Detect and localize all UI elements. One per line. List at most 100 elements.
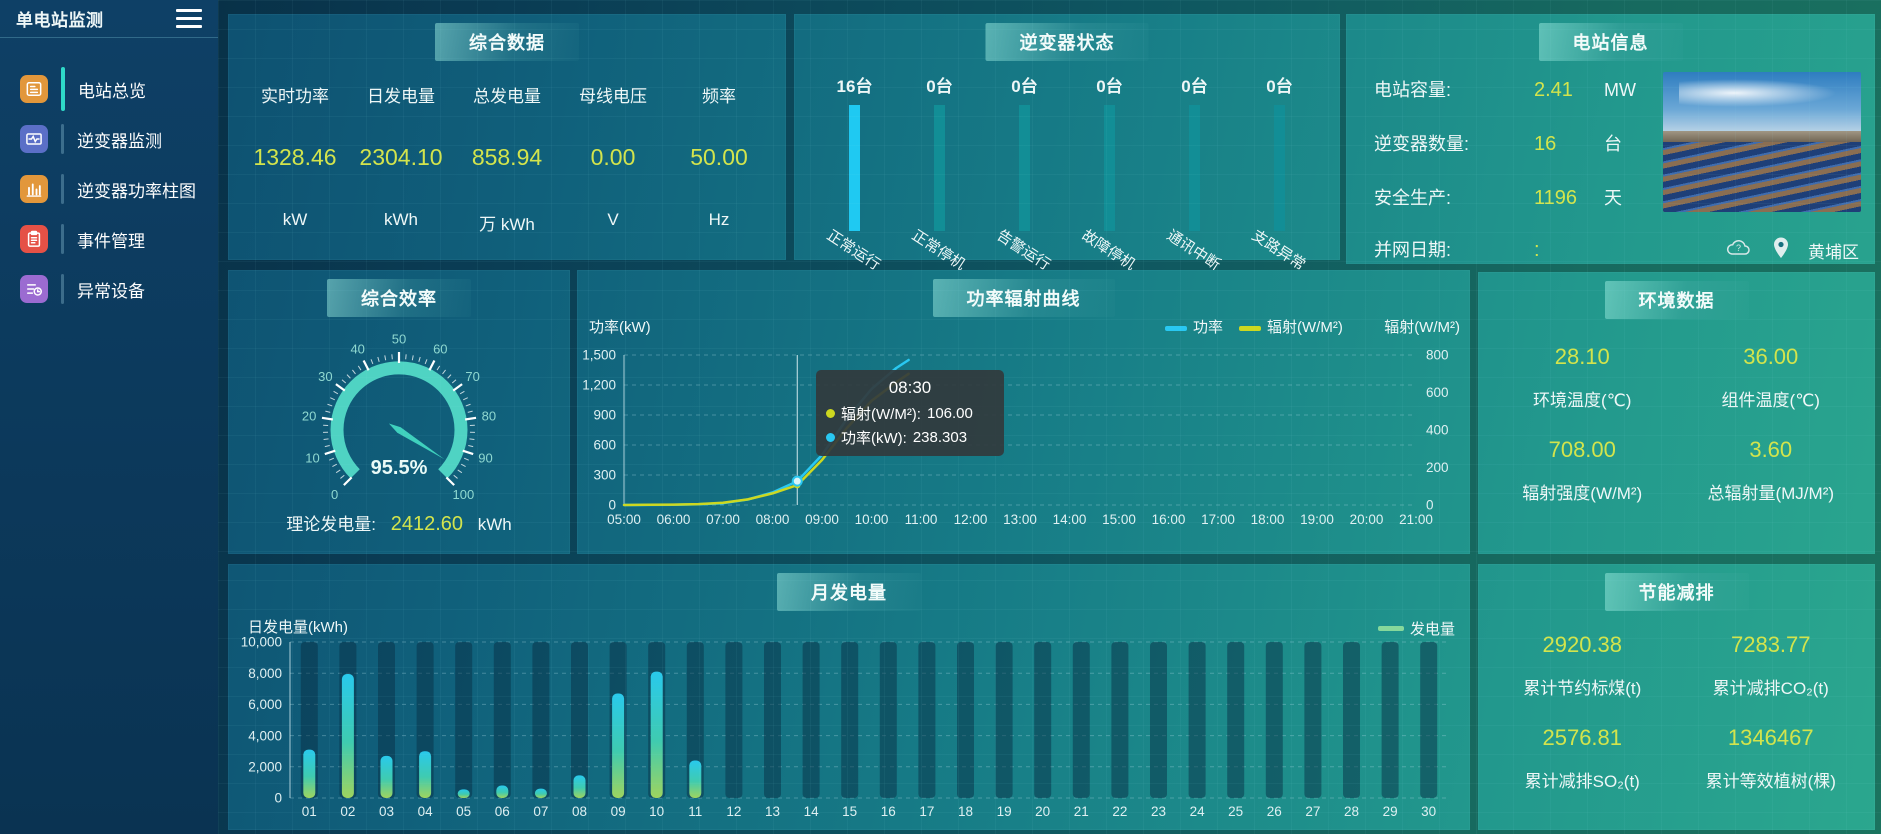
svg-text:10: 10 <box>649 804 664 819</box>
metric-value: 7283.77 <box>1730 632 1811 657</box>
metric-cell: 28.10 环境温度(℃) <box>1488 344 1677 411</box>
inverter-count: 0台 <box>926 77 953 96</box>
summary-metric: 实时功率 1328.46 kW <box>242 70 348 250</box>
sidebar-item-4[interactable]: 事件管理 <box>0 214 218 264</box>
inverter-status-bar <box>849 105 860 231</box>
svg-text:06:00: 06:00 <box>657 512 691 527</box>
metric-unit: Hz <box>708 210 730 229</box>
abnormal-devices-icon <box>20 275 48 303</box>
metric-unit: kWh <box>384 210 418 229</box>
svg-text:2,000: 2,000 <box>248 760 282 775</box>
svg-text:60: 60 <box>433 341 447 356</box>
weather-cloud-icon[interactable]: ? <box>1724 238 1754 263</box>
svg-text:95.5%: 95.5% <box>371 457 428 479</box>
metric-label: 累计减排CO₂(t) <box>1712 679 1829 698</box>
svg-text:0: 0 <box>274 791 282 806</box>
svg-text:20: 20 <box>1035 804 1050 819</box>
metric-value: 1346467 <box>1727 725 1814 750</box>
svg-text:09: 09 <box>611 804 626 819</box>
station-location[interactable]: 黄埔区 <box>1808 243 1859 262</box>
inverter-status-label: 通讯中断 <box>1164 226 1224 274</box>
sidebar-item-3[interactable]: 逆变器功率柱图 <box>0 164 218 214</box>
svg-text:01: 01 <box>302 804 317 819</box>
svg-text:10:00: 10:00 <box>855 512 889 527</box>
sidebar-item-2[interactable]: 逆变器监测 <box>0 114 218 164</box>
inverter-count: 0台 <box>1266 77 1293 96</box>
power-radiation-chart[interactable]: 0 300 600 900 1,200 1,500 0 200 400 600 800 05:00 06… <box>577 270 1470 554</box>
sidebar-item-5[interactable]: 异常设备 <box>0 264 218 314</box>
chart-tooltip: 08:30 辐射(W/M²): 106.00 功率(kW): 238.303 <box>816 370 1004 456</box>
panel-efficiency: 综合效率 0 10 20 30 40 50 60 70 80 90 100 95.5% 理论发电量: … <box>228 270 570 554</box>
metric-label: 日发电量 <box>367 87 435 106</box>
app-title: 单电站监测 <box>16 11 104 30</box>
svg-text:24: 24 <box>1190 804 1206 819</box>
svg-text:40: 40 <box>350 341 364 356</box>
svg-text:90: 90 <box>478 451 492 466</box>
metric-unit: 万 kWh <box>479 215 535 234</box>
sidebar-item-1[interactable]: 电站总览 <box>0 64 218 114</box>
svg-text:600: 600 <box>1426 385 1449 400</box>
metric-label: 频率 <box>702 87 736 106</box>
metric-label: 辐射强度(W/M²) <box>1522 484 1643 503</box>
svg-text:04: 04 <box>418 804 434 819</box>
summary-metric: 日发电量 2304.10 kWh <box>348 70 454 250</box>
metric-label: 总辐射量(MJ/M²) <box>1707 484 1835 503</box>
summary-metrics: 实时功率 1328.46 kW 日发电量 2304.10 kWh 总发电量 858.94 万 k… <box>242 70 772 250</box>
item-divider <box>61 124 64 154</box>
svg-text:03: 03 <box>379 804 394 819</box>
inverter-status-label: 正常运行 <box>824 226 884 274</box>
station-info-label: 电站容量: <box>1374 80 1452 100</box>
station-info-value: 1196 <box>1534 187 1578 209</box>
metric-label: 累计减排SO₂(t) <box>1524 772 1640 791</box>
monthly-legend[interactable]: 发电量 <box>1378 618 1455 639</box>
inverter-status-column: 0台 告警运行 <box>982 72 1067 274</box>
svg-text:26: 26 <box>1267 804 1282 819</box>
metric-cell: 7283.77 累计减排CO₂(t) <box>1677 632 1866 699</box>
left-axis-title: 功率(kW) <box>589 319 651 336</box>
svg-text:17:00: 17:00 <box>1201 512 1235 527</box>
svg-text:21: 21 <box>1074 804 1089 819</box>
inverter-status-bar <box>1189 105 1200 231</box>
svg-text:4,000: 4,000 <box>248 728 282 743</box>
metric-value: 50.00 <box>690 144 748 170</box>
station-info-row: 安全生产: 1196 天 <box>1374 184 1622 210</box>
svg-text:1,500: 1,500 <box>582 348 616 363</box>
power-dot-icon <box>826 433 835 442</box>
metric-label: 实时功率 <box>261 87 329 106</box>
svg-text:14: 14 <box>804 804 820 819</box>
monthly-generation-chart[interactable]: 0 2,000 4,000 6,000 8,000 10,000 01 02 03 04 05 06 0… <box>228 564 1470 830</box>
svg-text:100: 100 <box>452 487 474 502</box>
svg-text:0: 0 <box>608 498 616 513</box>
metric-label: 环境温度(℃) <box>1533 391 1632 410</box>
svg-text:12: 12 <box>726 804 741 819</box>
panel-station-info-title: 电站信息 <box>1538 23 1683 61</box>
sidebar-item-label: 事件管理 <box>77 231 145 251</box>
svg-text:29: 29 <box>1383 804 1398 819</box>
svg-text:6,000: 6,000 <box>248 697 282 712</box>
item-divider <box>61 224 64 254</box>
metric-label: 组件温度(℃) <box>1721 391 1820 410</box>
metric-cell: 3.60 总辐射量(MJ/M²) <box>1677 437 1866 504</box>
inverter-status-bar <box>1104 105 1115 231</box>
svg-text:18: 18 <box>958 804 973 819</box>
metric-value: 0.00 <box>590 144 636 170</box>
efficiency-gauge[interactable]: 0 10 20 30 40 50 60 70 80 90 100 95.5% <box>238 306 560 502</box>
svg-text:11:00: 11:00 <box>905 512 938 527</box>
metric-value: 2576.81 <box>1542 725 1623 750</box>
svg-text:02: 02 <box>340 804 355 819</box>
svg-text:300: 300 <box>593 468 616 483</box>
svg-text:07:00: 07:00 <box>706 512 740 527</box>
svg-text:08:00: 08:00 <box>756 512 790 527</box>
panel-power-radiation: 功率辐射曲线 功率(kW) 功率 辐射(W/M²) 辐射(W/M²) 0 300 6… <box>577 270 1470 554</box>
metric-label: 总发电量 <box>473 87 541 106</box>
svg-text:28: 28 <box>1344 804 1359 819</box>
hamburger-menu-icon[interactable] <box>176 9 202 28</box>
inverter-status-chart[interactable]: 16台 正常运行 0台 正常停机 0台 告警运行 0台 故障停机 0台 通讯中断 0台 支路异常 <box>812 72 1322 274</box>
location-pin-icon <box>1772 236 1790 265</box>
panel-energy-saving: 节能减排 2920.38 累计节约标煤(t) 7283.77 累计减排CO₂(t) 25… <box>1478 564 1875 830</box>
metric-cell: 2576.81 累计减排SO₂(t) <box>1488 725 1677 792</box>
panel-summary-title: 综合数据 <box>435 23 579 61</box>
panel-inverter-status: 逆变器状态 16台 正常运行 0台 正常停机 0台 告警运行 0台 故障停机 0台 通讯中断 0台支… <box>794 14 1340 274</box>
sidebar-item-label: 逆变器监测 <box>77 131 162 151</box>
line-chart-legend[interactable]: 功率 辐射(W/M²) <box>1165 316 1343 337</box>
